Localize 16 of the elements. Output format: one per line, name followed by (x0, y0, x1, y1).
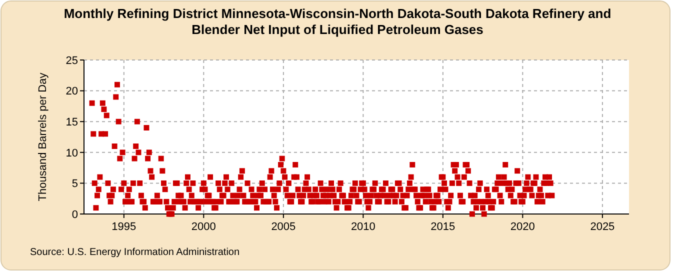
x-tick-label: 2015 (430, 221, 456, 233)
y-tick-label: 20 (66, 86, 78, 98)
y-tick-label: 0 (72, 208, 78, 221)
x-tick-label: 2000 (191, 221, 216, 233)
x-tick-label: 2025 (590, 221, 615, 233)
y-tick-label: 10 (66, 147, 78, 160)
x-tick-label: 2005 (271, 221, 296, 233)
y-tick-label: 15 (66, 116, 78, 128)
y-axis-title: Thousand Barrels per Day (37, 72, 49, 202)
x-tick-label: 2020 (510, 221, 535, 233)
y-tick-label: 5 (72, 178, 78, 190)
x-tick-label: 2010 (350, 221, 376, 233)
source-note: Source: U.S. Energy Information Administration (30, 247, 240, 258)
x-tick-label: 1995 (112, 221, 136, 233)
y-tick-label: 25 (66, 54, 78, 67)
chart-title: Monthly Refining District Minnesota-Wisconsin-North Dakota-South Dakota Refinery and Blender Net Input of Liquified Petroleum Gases (62, 6, 612, 38)
